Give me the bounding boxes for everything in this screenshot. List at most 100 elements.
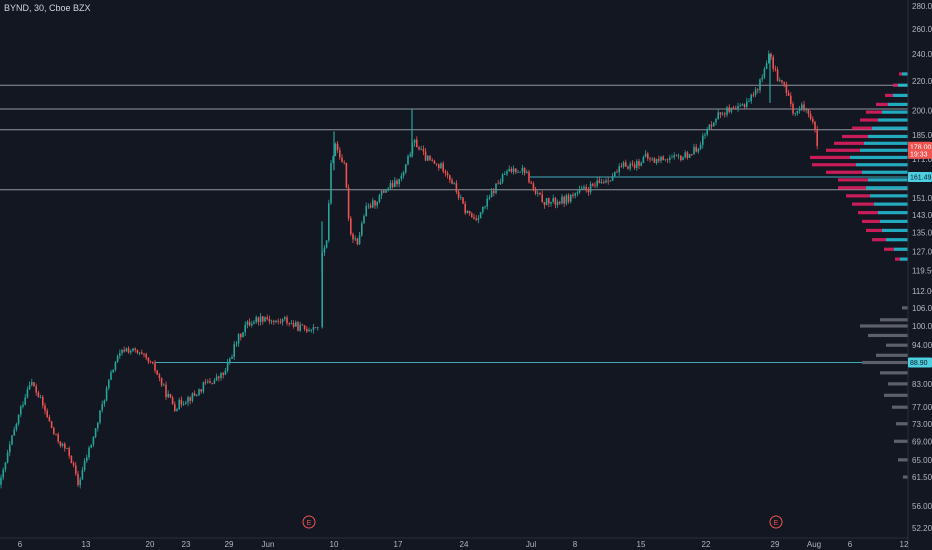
candle: [9, 441, 11, 457]
candle: [684, 150, 686, 159]
candle: [343, 160, 345, 165]
candle: [79, 477, 81, 489]
candle: [530, 180, 532, 184]
candle: [297, 320, 299, 332]
candle: [156, 369, 158, 376]
candle: [413, 139, 416, 147]
candle: [22, 401, 24, 409]
candle: [167, 390, 169, 399]
profile-row: [842, 134, 908, 139]
candle: [264, 316, 266, 323]
candle: [792, 101, 794, 116]
candle: [259, 312, 262, 326]
candle: [433, 159, 436, 165]
candle: [270, 319, 273, 325]
candle: [697, 147, 700, 154]
candle: [389, 180, 392, 190]
candle: [200, 389, 202, 394]
candle: [460, 194, 462, 201]
candle: [77, 470, 79, 488]
profile-row: [899, 72, 908, 76]
time-tick-13: 29: [771, 540, 780, 549]
candle: [345, 162, 348, 189]
candle: [449, 174, 451, 183]
candle: [539, 191, 541, 196]
candle: [224, 367, 227, 376]
candle: [479, 211, 482, 219]
candle: [457, 189, 460, 200]
candle: [572, 192, 574, 199]
candle: [0, 474, 2, 489]
candle: [290, 320, 293, 325]
candle: [99, 410, 101, 425]
candle: [255, 315, 257, 324]
candle: [213, 378, 216, 385]
candle: [75, 462, 77, 476]
price-tick-25: 52.20: [912, 524, 932, 533]
candle: [735, 105, 737, 111]
candle: [127, 346, 130, 354]
candle: [790, 92, 792, 108]
candle: [422, 145, 425, 156]
profile-row: [852, 202, 908, 206]
candle: [209, 378, 211, 384]
candle: [158, 372, 161, 382]
profile-row: [866, 228, 908, 233]
candle: [737, 102, 739, 112]
price-badge-3: 88.90: [908, 357, 932, 368]
candle: [83, 458, 86, 472]
svg-text:E: E: [307, 520, 312, 527]
candle: [490, 188, 493, 198]
profile-row: [838, 178, 908, 182]
candle: [332, 155, 334, 164]
candle: [607, 176, 609, 185]
candle: [510, 166, 513, 174]
earnings-marker-0[interactable]: E: [302, 515, 316, 529]
candle: [215, 373, 218, 381]
candle: [17, 414, 20, 426]
candle: [160, 377, 163, 388]
profile-row: [810, 155, 908, 160]
time-tick-16: 12: [900, 540, 909, 549]
candle: [35, 383, 37, 396]
price-tick-23: 61.50: [912, 473, 932, 482]
profile-row: [860, 324, 908, 328]
candle: [541, 190, 543, 203]
earnings-marker-1[interactable]: E: [769, 515, 783, 529]
candle: [442, 161, 444, 174]
candle: [378, 193, 381, 204]
candle: [759, 78, 761, 94]
profile-row: [895, 257, 908, 261]
candle: [816, 125, 818, 150]
candle: [721, 111, 724, 116]
candle: [334, 142, 337, 157]
candle: [358, 231, 361, 245]
candle: [803, 100, 805, 112]
candle: [739, 103, 741, 107]
candle: [11, 434, 13, 446]
profile-row: [834, 141, 908, 145]
candle: [776, 66, 779, 82]
candle: [114, 360, 117, 372]
candle: [451, 177, 453, 185]
candle: [196, 393, 198, 397]
candle: [330, 160, 332, 205]
candle: [453, 182, 455, 185]
candle: [774, 65, 777, 72]
candle: [785, 81, 788, 97]
candle: [363, 214, 365, 225]
time-tick-9: Jul: [526, 540, 536, 549]
candle: [561, 193, 563, 205]
candle: [292, 320, 295, 329]
candle: [796, 110, 799, 116]
candle: [33, 381, 35, 387]
candle: [482, 206, 484, 215]
price-tick-8: 151.00: [912, 194, 932, 203]
candle: [809, 110, 812, 121]
price-tick-6: 171.00: [912, 155, 932, 164]
candle: [145, 352, 147, 361]
candle: [587, 186, 590, 196]
candle: [92, 436, 95, 448]
